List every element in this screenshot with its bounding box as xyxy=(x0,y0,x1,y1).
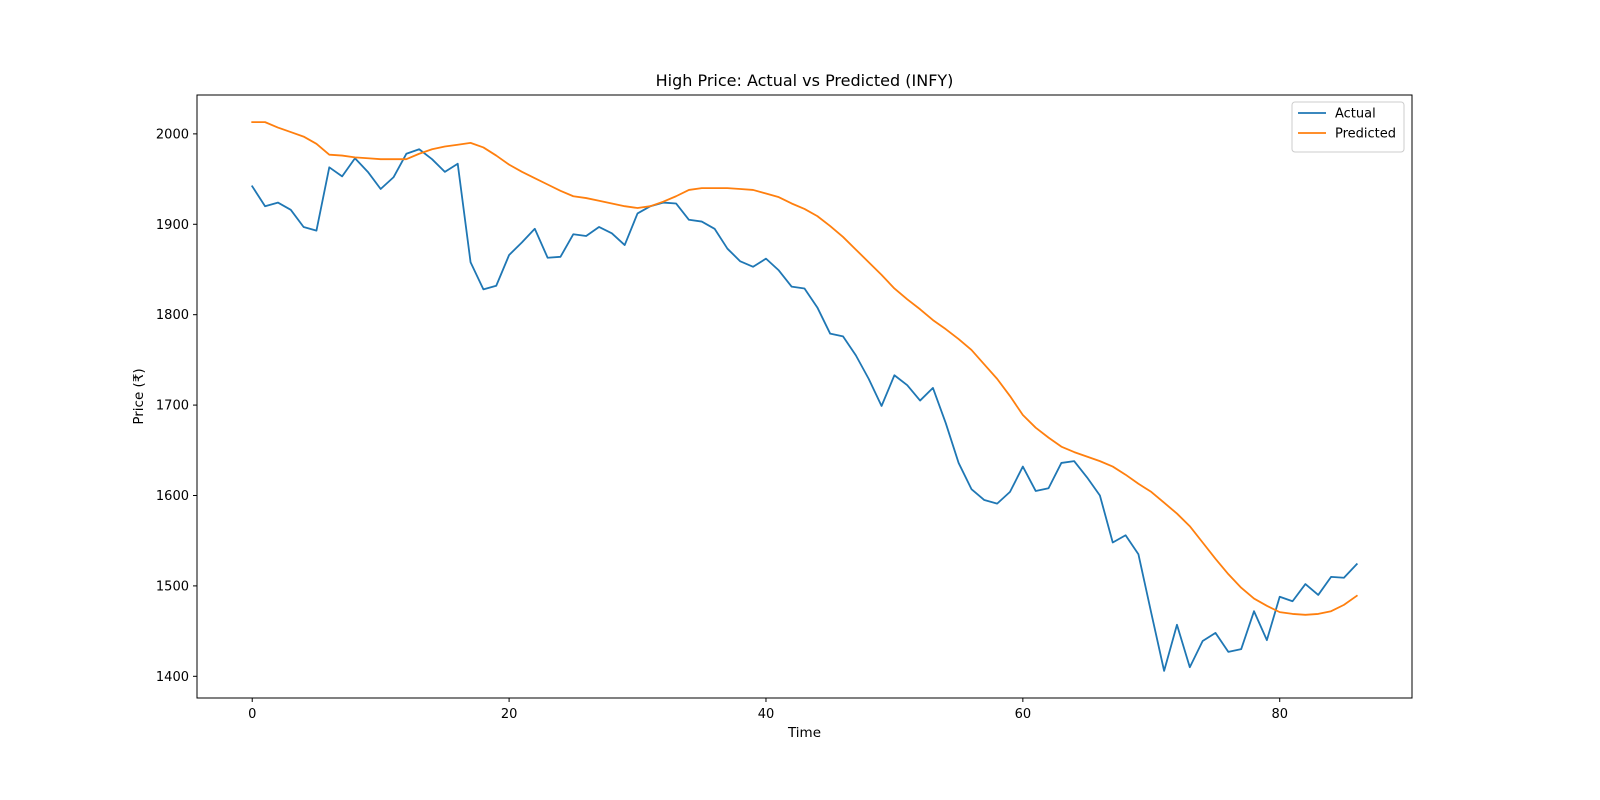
x-tick-label: 0 xyxy=(248,707,256,722)
x-tick-label: 80 xyxy=(1271,707,1288,722)
y-tick-label: 1600 xyxy=(156,489,189,504)
y-tick-label: 1400 xyxy=(156,670,189,685)
y-tick-label: 1900 xyxy=(156,218,189,233)
series-layer xyxy=(250,121,1359,672)
legend: Actual Predicted xyxy=(1291,101,1405,153)
y-tick-label: 2000 xyxy=(156,127,189,142)
plot-frame xyxy=(196,94,1413,699)
x-tick-label: 40 xyxy=(758,707,775,722)
x-tick-label: 20 xyxy=(501,707,518,722)
y-tick-label: 1800 xyxy=(156,308,189,323)
x-tick-label: 60 xyxy=(1015,707,1032,722)
y-tick-label: 1700 xyxy=(156,399,189,414)
legend-label-predicted: Predicted xyxy=(1335,127,1396,142)
x-axis-label: Time xyxy=(787,725,821,741)
chart-title: High Price: Actual vs Predicted (INFY) xyxy=(656,71,954,90)
legend-box xyxy=(1291,101,1405,153)
y-axis: 1400 1500 1600 1700 1800 1900 2000 xyxy=(156,127,197,685)
y-axis-label: Price (₹) xyxy=(131,368,147,424)
legend-label-actual: Actual xyxy=(1335,107,1376,122)
series-line-actual xyxy=(250,148,1359,672)
series-line-predicted xyxy=(251,121,1359,616)
x-axis: 0 20 40 60 80 xyxy=(248,698,1288,722)
y-tick-label: 1500 xyxy=(156,579,189,594)
